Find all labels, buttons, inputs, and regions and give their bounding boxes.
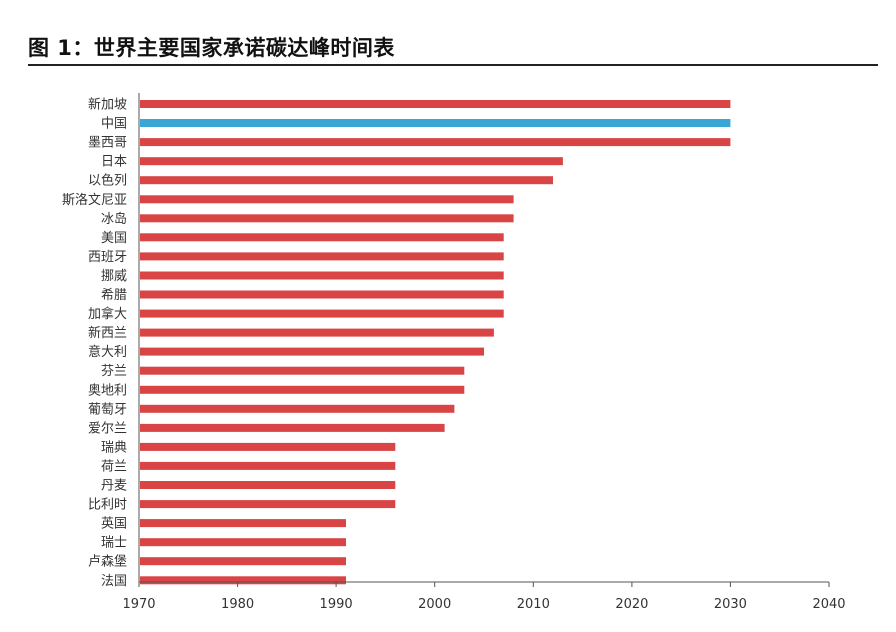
bar-6 (140, 195, 514, 204)
category-label: 比利时 (88, 498, 127, 513)
category-label: 新加坡 (88, 97, 127, 113)
category-label: 以色列 (88, 173, 127, 189)
bar-16 (140, 385, 465, 394)
category-label: 意大利 (88, 344, 127, 360)
category-label: 斯洛文尼亚 (62, 193, 127, 208)
category-label: 中国 (101, 117, 127, 132)
x-tick-label: 1990 (320, 597, 353, 612)
category-label: 丹麦 (101, 479, 127, 494)
bar-19 (140, 442, 396, 451)
category-label: 挪威 (101, 269, 127, 284)
x-tick-label: 1970 (122, 597, 155, 612)
bar-5 (140, 176, 553, 185)
category-label: 瑞典 (101, 440, 127, 455)
category-label: 爱尔兰 (88, 421, 127, 436)
title-rule (28, 64, 878, 66)
x-tick-label: 1980 (221, 597, 254, 612)
figure-title: 图 1：世界主要国家承诺碳达峰时间表 (28, 36, 395, 60)
bar-21 (140, 481, 396, 489)
bar-9 (140, 252, 504, 261)
category-label: 加拿大 (88, 306, 127, 322)
bar-7 (140, 214, 514, 223)
category-label: 瑞士 (101, 536, 127, 551)
category-label: 西班牙 (88, 250, 127, 265)
bar-11 (140, 290, 504, 299)
category-label: 希腊 (101, 288, 127, 303)
category-label: 日本 (101, 155, 127, 170)
category-labels-group: 新加坡中国墨西哥日本以色列斯洛文尼亚冰岛美国西班牙挪威希腊加拿大新西兰意大利芬兰… (62, 97, 127, 589)
category-label: 冰岛 (101, 211, 127, 227)
x-tick-label: 2020 (615, 597, 648, 612)
bars-group (140, 100, 731, 585)
bar-22 (140, 500, 396, 509)
category-label: 奥地利 (88, 383, 127, 398)
category-label: 美国 (101, 231, 127, 246)
category-label: 荷兰 (101, 459, 127, 474)
bar-3 (140, 138, 731, 147)
bar-25 (140, 557, 346, 566)
bar-2 (140, 119, 731, 127)
category-label: 新西兰 (88, 325, 127, 341)
bar-15 (140, 366, 465, 375)
bar-13 (140, 328, 494, 337)
x-tick-label: 2010 (517, 597, 550, 612)
bar-24 (140, 538, 346, 547)
x-axis: 1970 1980 1990 2000 2010 2020 2030 2040 (122, 93, 846, 612)
category-label: 墨西哥 (88, 136, 127, 151)
category-label: 法国 (101, 574, 127, 589)
bar-14 (140, 347, 484, 356)
bar-10 (140, 271, 504, 280)
bar-17 (140, 404, 455, 413)
category-label: 英国 (101, 517, 127, 532)
x-tick-label: 2000 (418, 597, 451, 612)
category-label: 卢森堡 (88, 554, 127, 570)
bar-12 (140, 309, 504, 318)
bar-20 (140, 461, 396, 470)
x-tick-label: 2040 (812, 597, 845, 612)
bar-18 (140, 423, 445, 432)
bar-8 (140, 233, 504, 242)
bar-26 (140, 576, 346, 585)
bar-23 (140, 519, 346, 528)
bar-1 (140, 100, 731, 108)
x-tick-label: 2030 (714, 597, 747, 612)
category-label: 葡萄牙 (88, 402, 127, 417)
category-label: 芬兰 (101, 364, 127, 379)
bar-4 (140, 157, 563, 166)
